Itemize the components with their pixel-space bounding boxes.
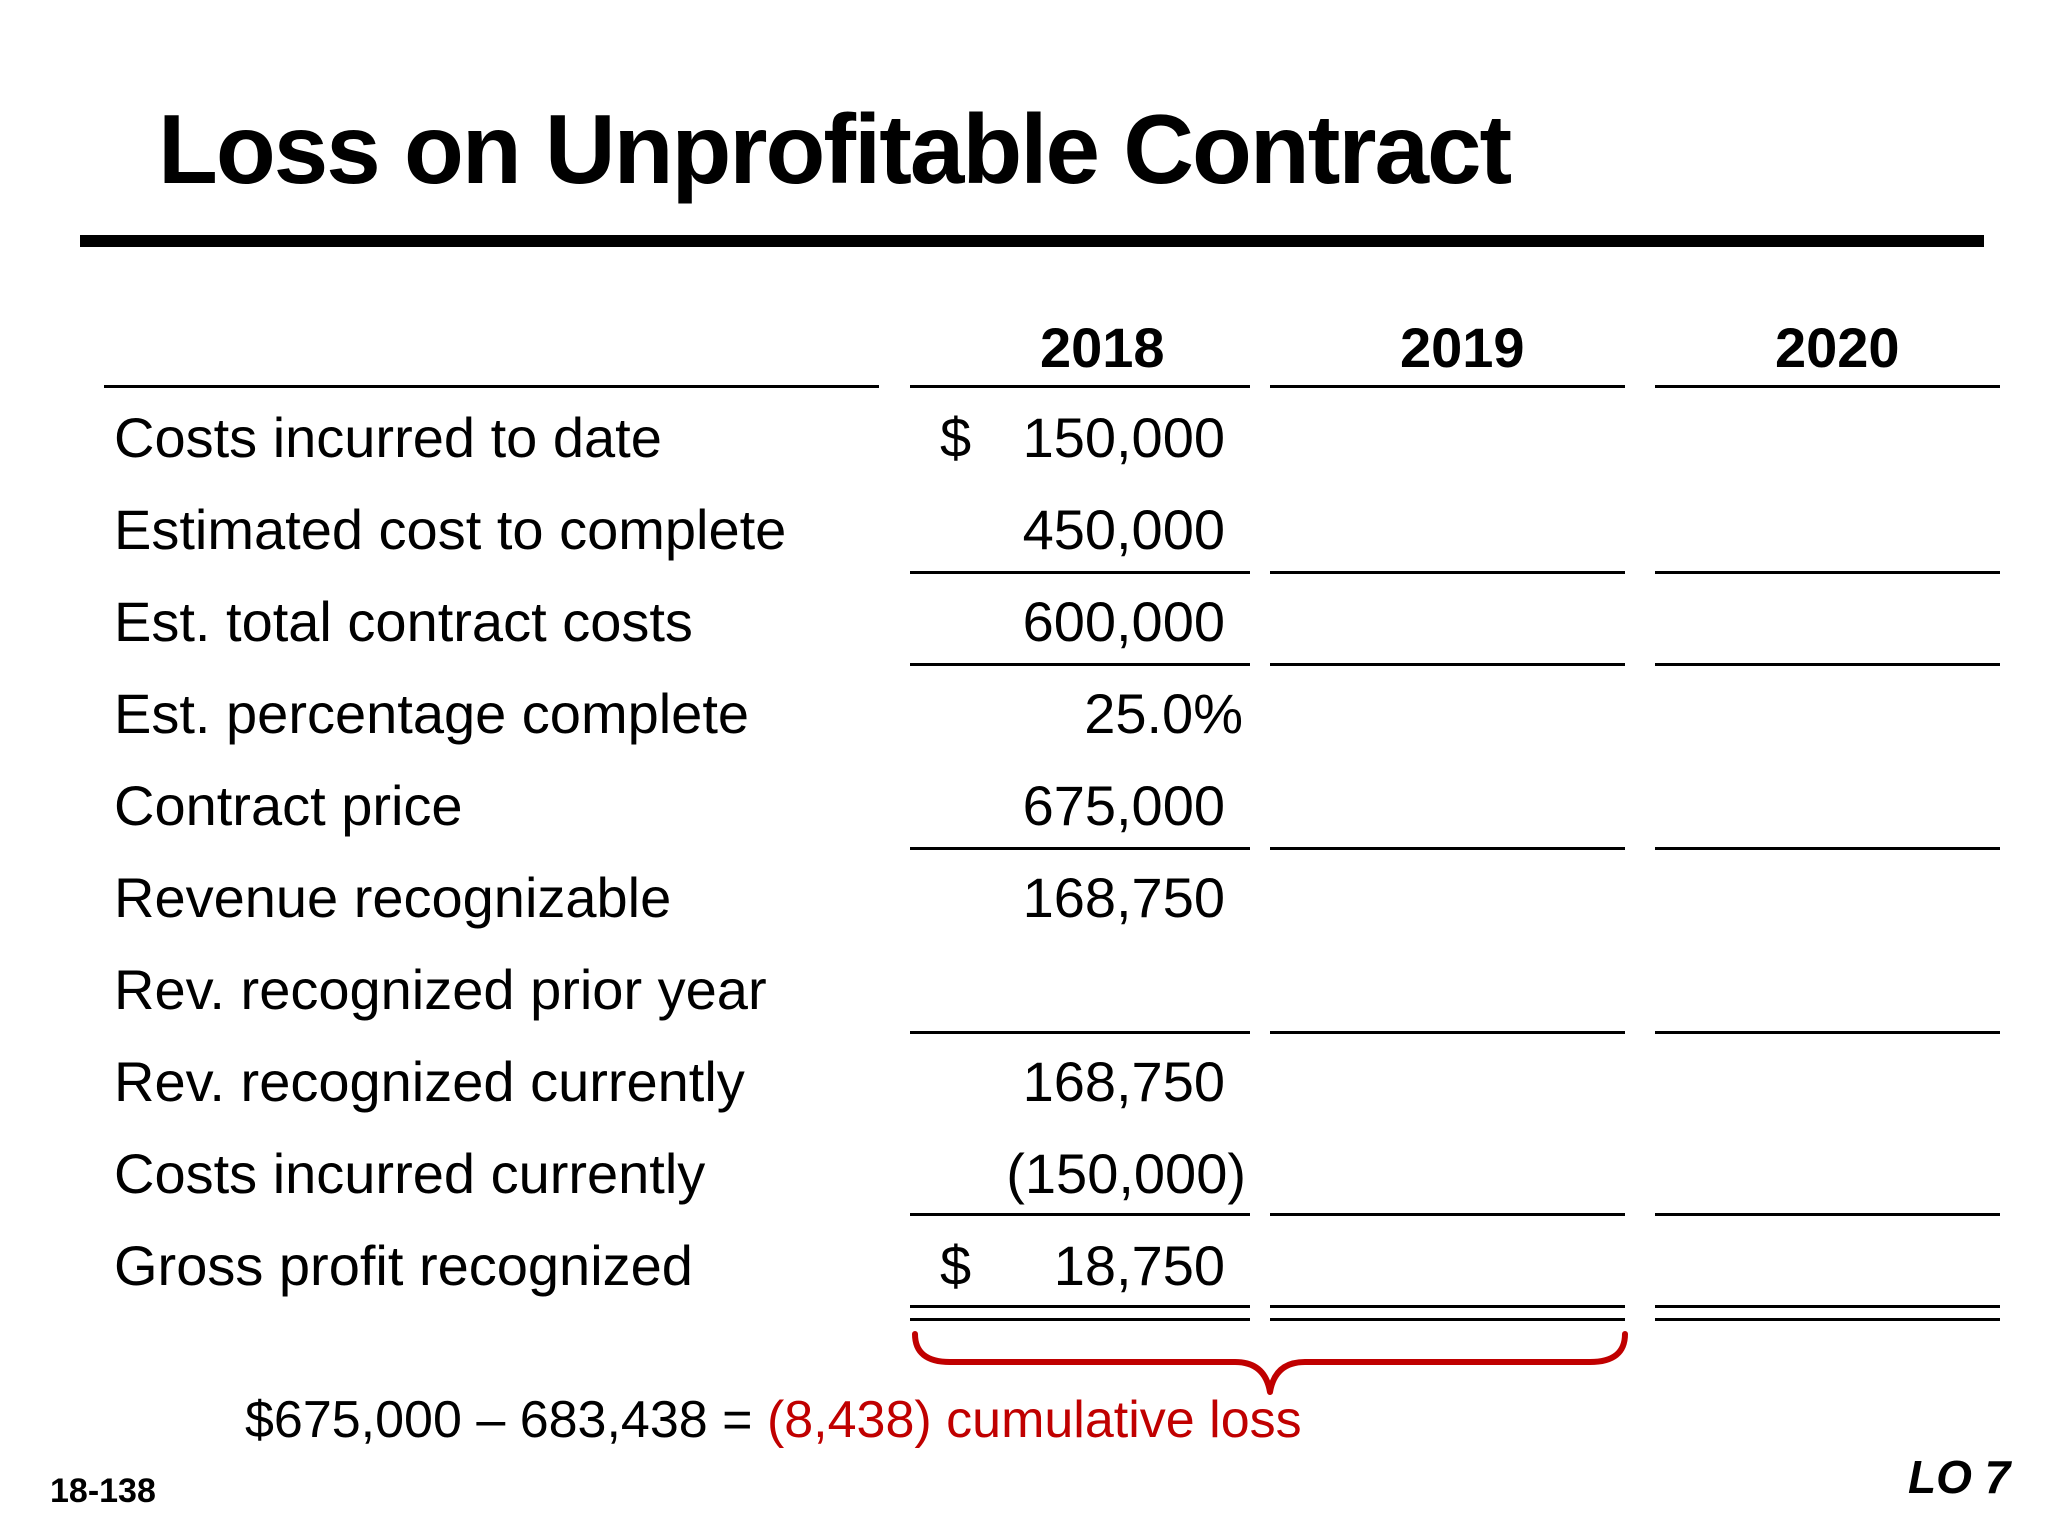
value-2018-contract-price: 675,000 [1022, 774, 1225, 837]
row-label-costs-incurred-currently: Costs incurred currently [114, 1142, 706, 1205]
subtotal-rule [910, 663, 1250, 666]
subtotal-rule [1655, 1031, 2000, 1034]
column-header-2018: 2018 [1040, 316, 1165, 379]
subtotal-rule [910, 847, 1250, 850]
cumulative-loss-formula: $675,000 – 683,438 = (8,438) cumulative … [245, 1394, 1302, 1446]
value-2018-gross-profit-recognized: 18,750 [1053, 1234, 1225, 1297]
row-label-revenue-recognizable: Revenue recognizable [114, 866, 672, 929]
learning-objective: LO 7 [1908, 1451, 2011, 1503]
value-2018-est-total-contract-costs: 600,000 [1022, 590, 1225, 653]
label-column-header-rule [104, 385, 879, 388]
subtotal-rule [910, 1213, 1250, 1216]
column-header-2020: 2020 [1775, 316, 1900, 379]
subtotal-rule [1655, 847, 2000, 850]
subtotal-rule [1270, 1213, 1625, 1216]
subtotal-rule [910, 571, 1250, 574]
row-label-rev-recognized-currently: Rev. recognized currently [114, 1050, 745, 1113]
column-header-2019: 2019 [1400, 316, 1525, 379]
col-2018-header-rule [910, 385, 1250, 388]
formula-text: $675,000 – 683,438 = [245, 1391, 767, 1449]
value-2018-costs-incurred-currently: (150,000) [1006, 1142, 1246, 1205]
row-label-est-percentage-complete: Est. percentage complete [114, 682, 750, 745]
total-double-rule [910, 1318, 1250, 1321]
subtotal-rule [1270, 571, 1625, 574]
row-label-estimated-cost-to-complete: Estimated cost to complete [114, 498, 787, 561]
total-double-rule [1270, 1318, 1625, 1321]
subtotal-rule [1270, 1031, 1625, 1034]
value-2018-costs-incurred-to-date: 150,000 [1022, 406, 1225, 469]
row-label-costs-incurred-to-date: Costs incurred to date [114, 406, 662, 469]
subtotal-rule [1270, 663, 1625, 666]
subtotal-rule [910, 1031, 1250, 1034]
cumulative-loss-highlight: (8,438) cumulative loss [766, 1391, 1302, 1449]
col-2020-header-rule [1655, 385, 2000, 388]
subtotal-rule [1270, 847, 1625, 850]
col-2019-header-rule [1270, 385, 1625, 388]
total-double-rule [1655, 1305, 2000, 1308]
value-2018-est-percentage-complete: 25.0% [1084, 682, 1243, 745]
title-underline [80, 235, 1984, 247]
value-2018-estimated-cost-to-complete: 450,000 [1022, 498, 1225, 561]
value-2018-revenue-recognizable: 168,750 [1022, 866, 1225, 929]
subtotal-rule [1655, 1213, 2000, 1216]
subtotal-rule [1655, 571, 2000, 574]
slide-title: Loss on Unprofitable Contract [158, 94, 1512, 204]
row-label-contract-price: Contract price [114, 774, 463, 837]
dollar-sign: $ [940, 406, 972, 469]
dollar-sign: $ [940, 1234, 972, 1297]
total-double-rule [1270, 1305, 1625, 1308]
subtotal-rule [1655, 663, 2000, 666]
row-label-gross-profit-recognized: Gross profit recognized [114, 1234, 693, 1297]
curly-brace-icon [912, 1331, 1628, 1395]
row-label-rev-recognized-prior-year: Rev. recognized prior year [114, 958, 767, 1021]
row-label-est-total-contract-costs: Est. total contract costs [114, 590, 693, 653]
total-double-rule [910, 1305, 1250, 1308]
value-2018-rev-recognized-currently: 168,750 [1022, 1050, 1225, 1113]
slide-number: 18-138 [50, 1472, 156, 1510]
total-double-rule [1655, 1318, 2000, 1321]
